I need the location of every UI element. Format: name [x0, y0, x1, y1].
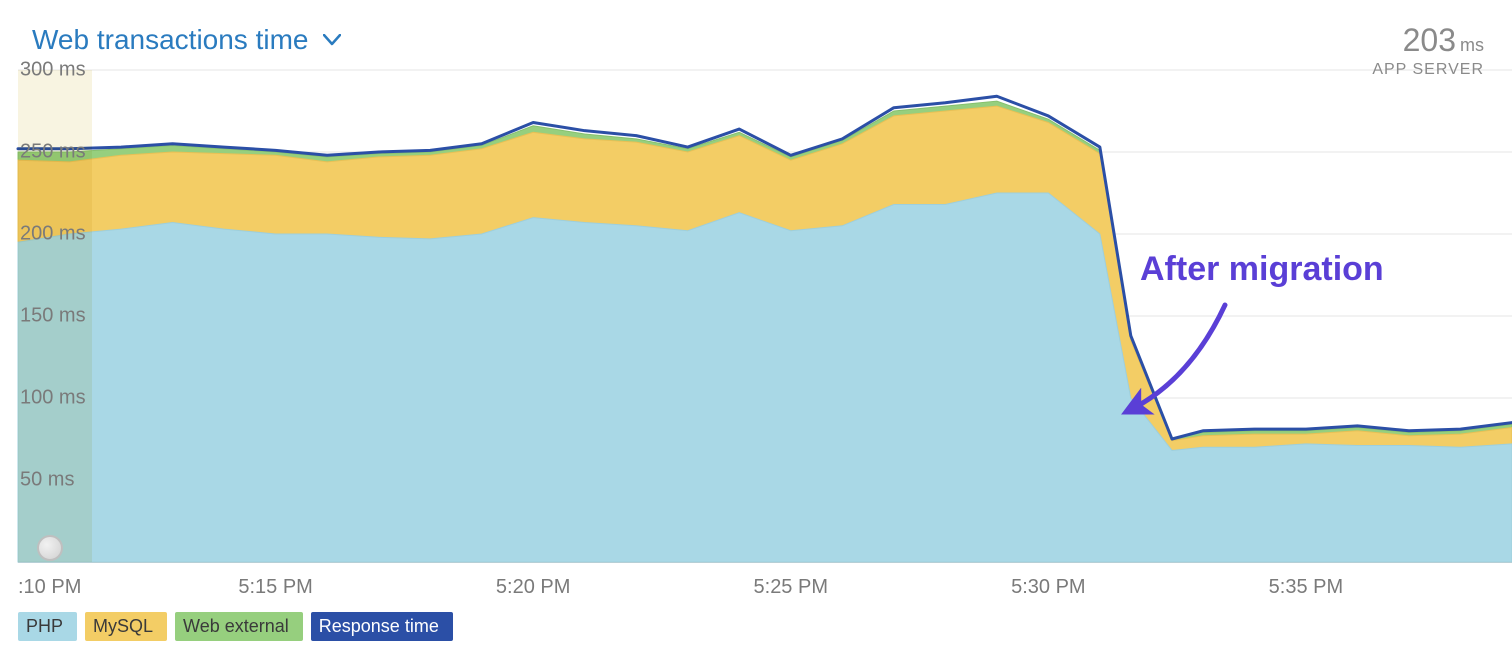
metric-value: 203	[1403, 22, 1456, 58]
x-axis-tick-label: 5:30 PM	[1011, 576, 1085, 599]
metric-subtitle: APP SERVER	[1372, 61, 1484, 79]
x-axis-tick-label: 5:20 PM	[496, 576, 570, 599]
y-axis-tick-label: 150 ms	[20, 305, 86, 328]
legend-item[interactable]: PHP	[18, 612, 77, 641]
loading-spinner-icon	[37, 535, 63, 561]
metric-summary: 203ms APP SERVER	[1372, 22, 1484, 79]
legend-item[interactable]: Response time	[311, 612, 453, 641]
y-axis-tick-label: 300 ms	[20, 59, 86, 82]
y-axis-tick-label: 200 ms	[20, 223, 86, 246]
web-transactions-chart	[0, 0, 1512, 656]
legend-item[interactable]: MySQL	[85, 612, 167, 641]
x-axis-tick-label: 5:25 PM	[754, 576, 828, 599]
y-axis-tick-label: 100 ms	[20, 387, 86, 410]
metric-unit: ms	[1460, 35, 1484, 55]
legend-item[interactable]: Web external	[175, 612, 303, 641]
annotation-arrow-icon	[1110, 285, 1245, 430]
x-axis-tick-label: :10 PM	[18, 576, 81, 599]
annotation-text: After migration	[1140, 250, 1384, 289]
chevron-down-icon	[323, 34, 341, 46]
chart-title-dropdown[interactable]: Web transactions time	[32, 24, 341, 56]
chart-title-text: Web transactions time	[32, 24, 309, 56]
x-axis-tick-label: 5:15 PM	[238, 576, 312, 599]
y-axis-tick-label: 250 ms	[20, 141, 86, 164]
chart-legend: PHP MySQL Web external Response time	[18, 612, 453, 641]
x-axis-tick-label: 5:35 PM	[1269, 576, 1343, 599]
y-axis-tick-label: 50 ms	[20, 469, 74, 492]
